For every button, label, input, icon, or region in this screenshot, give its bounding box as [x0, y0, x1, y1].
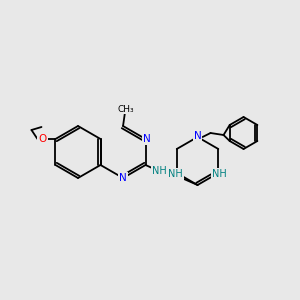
Text: N: N: [194, 131, 201, 141]
Text: N: N: [143, 134, 150, 144]
Text: CH₃: CH₃: [118, 104, 134, 113]
Text: NH: NH: [212, 169, 227, 179]
Text: O: O: [38, 134, 46, 144]
Text: NH: NH: [152, 166, 167, 176]
Text: N: N: [119, 173, 127, 183]
Text: NH: NH: [168, 169, 183, 179]
